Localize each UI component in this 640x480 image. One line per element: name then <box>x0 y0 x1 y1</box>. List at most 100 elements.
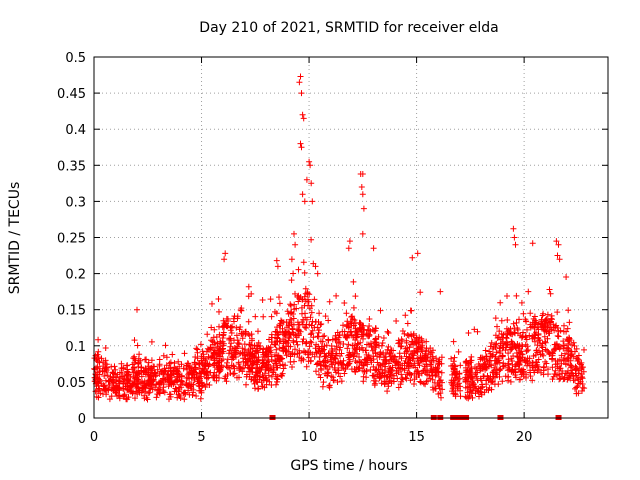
data-point <box>364 361 371 368</box>
data-point <box>307 338 314 345</box>
data-point <box>188 364 195 371</box>
data-point <box>323 342 330 349</box>
data-point <box>498 330 505 337</box>
data-point <box>306 321 313 328</box>
data-point <box>162 342 169 349</box>
data-point <box>110 379 117 386</box>
data-point <box>465 330 472 336</box>
data-point <box>383 349 389 356</box>
x-tick-label: 5 <box>197 430 205 445</box>
data-point <box>488 379 494 386</box>
data-point <box>275 358 282 365</box>
data-point <box>539 323 546 330</box>
data-point <box>189 371 196 378</box>
data-point <box>554 372 560 379</box>
data-point <box>366 323 373 329</box>
data-point <box>491 381 498 388</box>
data-point <box>144 369 151 376</box>
data-point <box>360 335 366 342</box>
data-point <box>451 354 458 361</box>
data-point <box>124 362 131 369</box>
data-point <box>306 305 313 312</box>
data-point <box>213 355 220 362</box>
data-point <box>438 360 445 367</box>
data-point <box>452 393 459 400</box>
data-point <box>132 381 139 388</box>
data-point <box>97 377 104 384</box>
data-point <box>500 344 507 351</box>
data-point <box>214 340 221 347</box>
y-tick-label: 0.1 <box>65 340 86 355</box>
data-point <box>230 362 237 369</box>
data-point <box>292 290 298 297</box>
data-point <box>492 374 498 381</box>
data-point <box>552 345 559 352</box>
data-point <box>242 330 249 337</box>
data-point <box>246 332 253 339</box>
data-point <box>548 312 555 319</box>
data-point <box>206 382 213 388</box>
data-point <box>532 338 538 345</box>
data-point <box>546 351 553 358</box>
data-point <box>251 350 258 357</box>
data-point <box>409 254 416 261</box>
data-point <box>239 335 246 342</box>
data-point <box>228 330 235 336</box>
data-point <box>481 389 488 396</box>
data-point <box>280 348 287 355</box>
data-point <box>363 374 370 381</box>
data-point <box>417 357 424 363</box>
data-point <box>92 371 99 378</box>
data-point <box>234 315 241 322</box>
data-point <box>346 349 353 356</box>
data-point <box>513 292 520 299</box>
data-point <box>148 364 155 371</box>
data-point <box>450 377 457 384</box>
data-point <box>314 333 321 340</box>
data-point <box>455 348 462 355</box>
data-point <box>539 344 546 351</box>
data-point <box>202 384 209 391</box>
data-point <box>236 364 243 371</box>
data-point <box>225 350 232 357</box>
data-point <box>325 350 332 357</box>
data-point <box>317 338 324 345</box>
data-point <box>100 391 106 397</box>
data-point <box>401 350 408 357</box>
data-point <box>437 288 444 295</box>
data-point <box>181 396 188 403</box>
data-point <box>337 353 343 359</box>
data-point <box>254 361 261 368</box>
data-point <box>381 378 388 385</box>
data-point <box>273 381 279 388</box>
data-point <box>313 341 320 348</box>
data-point <box>503 334 510 341</box>
data-point <box>273 353 280 360</box>
data-point <box>301 269 308 276</box>
data-point <box>438 394 444 401</box>
data-point <box>288 256 295 263</box>
data-point <box>560 328 567 335</box>
data-point <box>410 363 417 369</box>
data-point <box>437 390 444 397</box>
data-point <box>489 351 496 358</box>
data-point <box>307 162 314 169</box>
data-point <box>285 343 292 350</box>
data-point <box>198 369 205 376</box>
data-point <box>489 353 496 359</box>
data-point <box>553 340 560 347</box>
data-point <box>290 270 297 277</box>
data-point <box>489 378 496 385</box>
data-point <box>558 360 565 367</box>
data-point <box>196 361 203 367</box>
data-point <box>453 370 459 377</box>
data-point <box>387 371 394 378</box>
data-point <box>418 337 425 344</box>
data-point <box>369 347 376 354</box>
data-point <box>417 379 424 386</box>
data-point <box>255 328 261 335</box>
data-point <box>512 241 519 248</box>
data-point <box>294 350 301 357</box>
data-point <box>516 376 523 383</box>
data-point <box>304 296 311 303</box>
